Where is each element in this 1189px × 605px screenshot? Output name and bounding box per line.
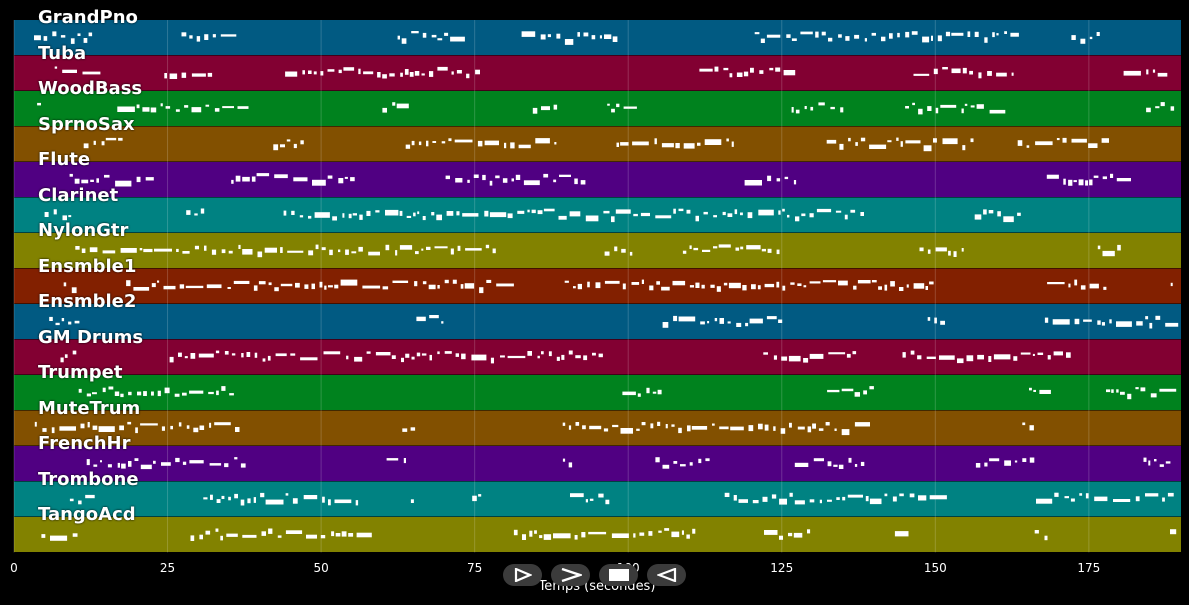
track-label: Ensmble1 [38, 255, 137, 277]
rewind-icon [656, 568, 676, 582]
track-label: SprnoSax [38, 113, 135, 135]
track-label: Ensmble2 [38, 291, 137, 312]
track-label: NylonGtr [38, 220, 129, 241]
stop-icon [608, 569, 629, 581]
track-lane [14, 126, 1181, 162]
track-lane [14, 517, 1181, 552]
track-label: FrenchHr [38, 433, 131, 454]
track-label: TangoAcd [38, 504, 136, 525]
play-icon [514, 568, 532, 582]
x-tick-label: 75 [467, 561, 483, 575]
play-button[interactable] [503, 564, 542, 586]
track-label: MuteTrum [38, 397, 141, 419]
track-lane [14, 481, 1181, 517]
track-label: Flute [38, 149, 91, 170]
x-tick-label: 50 [313, 561, 329, 575]
stop-button[interactable] [599, 564, 638, 586]
x-tick-label: 150 [923, 561, 947, 575]
note-blocks [34, 31, 1179, 541]
track-lane [14, 91, 1181, 126]
track-lane [14, 20, 1181, 55]
track-label: Tuba [38, 42, 87, 64]
track-label: Trumpet [38, 362, 123, 383]
x-tick-label: 175 [1077, 561, 1101, 575]
track-label: GrandPno [38, 7, 138, 28]
track-label: Trombone [38, 468, 139, 490]
track-label: WoodBass [38, 78, 143, 99]
track-lane [14, 375, 1181, 410]
track-lane [14, 162, 1181, 197]
track-lane [14, 233, 1181, 268]
x-tick-label: 0 [10, 561, 18, 575]
x-tick-label: 125 [770, 561, 794, 575]
track-label: GM Drums [38, 326, 144, 348]
track-lane [14, 304, 1181, 339]
track-lane [14, 197, 1181, 233]
track-label: Clarinet [38, 184, 119, 206]
forward-icon [561, 568, 582, 582]
forward-button[interactable] [551, 564, 590, 586]
playback-controls [503, 564, 686, 586]
x-tick-label: 25 [159, 561, 176, 575]
rewind-button[interactable] [647, 564, 686, 586]
